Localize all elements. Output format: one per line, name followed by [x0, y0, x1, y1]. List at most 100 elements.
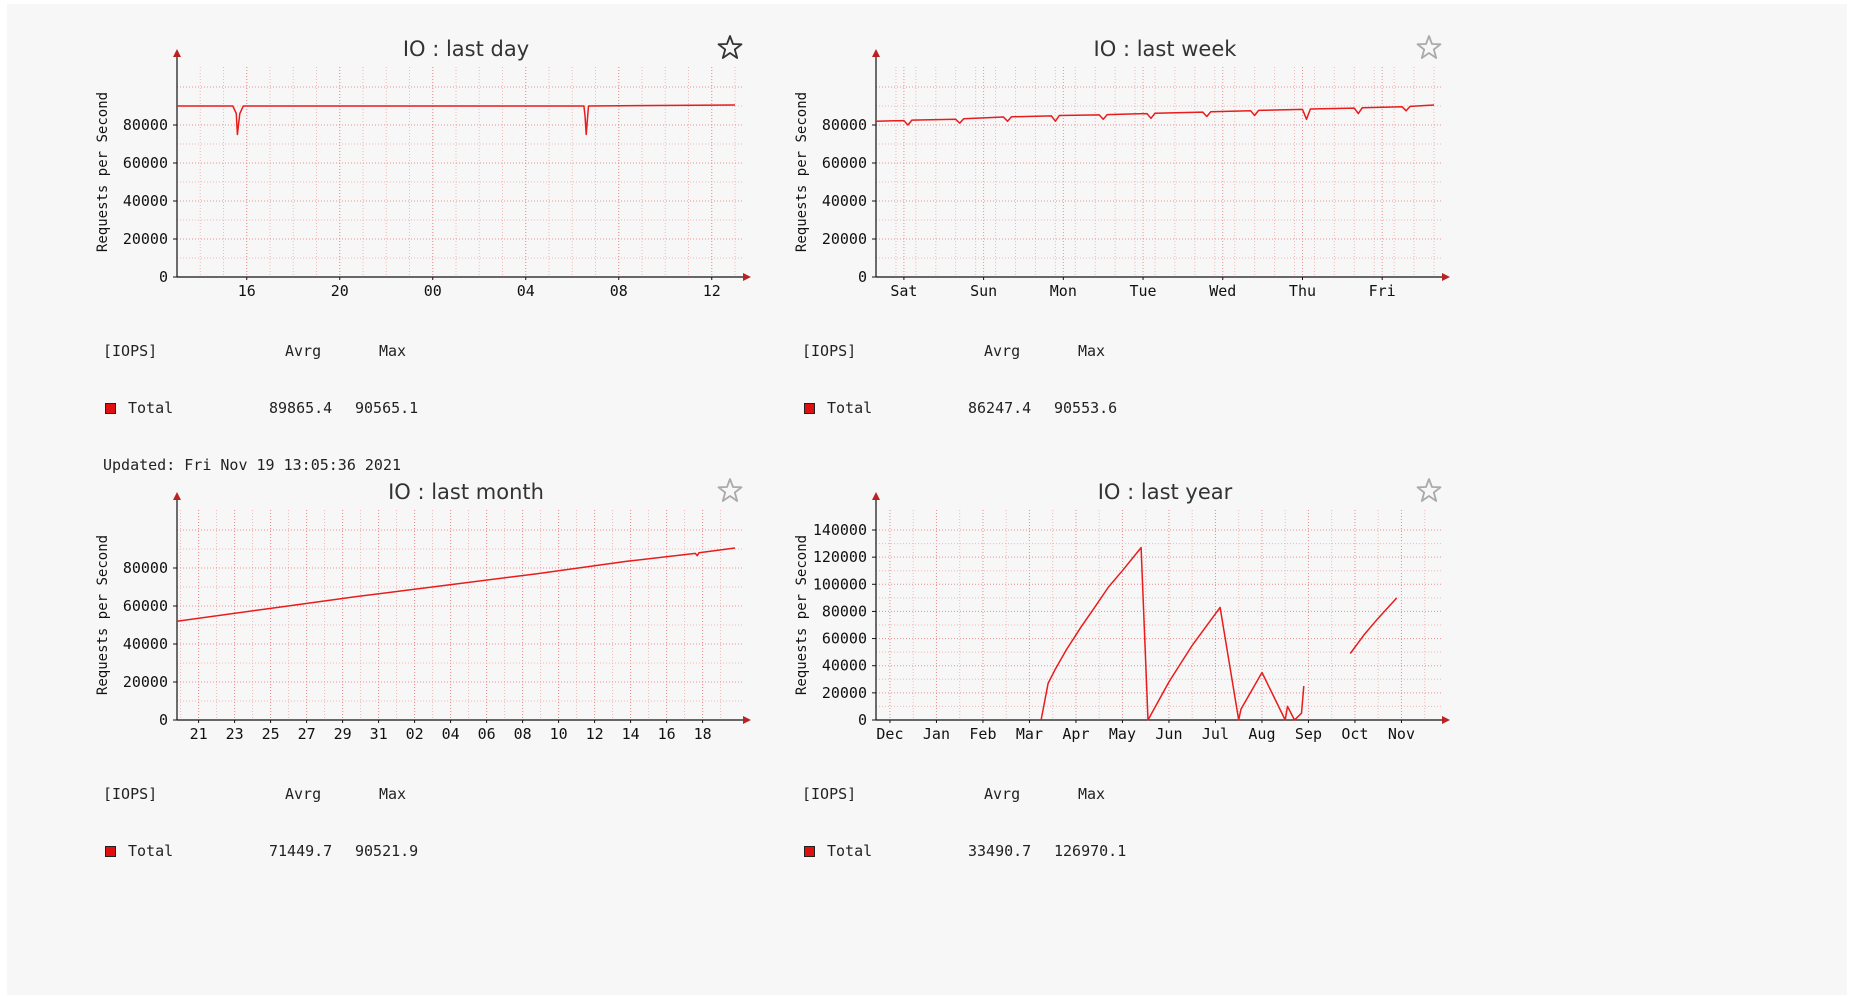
chart-title: IO : last week: [1094, 37, 1238, 61]
chart-io-last-month: IO : last month Requests per Second 0 20000…: [95, 480, 751, 743]
x-tick-label: Aug: [1248, 725, 1275, 743]
x-tick-label: Oct: [1341, 725, 1368, 743]
y-tick-label: 80000: [822, 602, 867, 620]
legend-max-value: 90553.6: [1054, 399, 1118, 417]
legend-avg-value: 86247.4: [968, 399, 1032, 417]
legend-max-value: 90521.9: [355, 842, 419, 860]
x-tick-label: Mon: [1050, 282, 1077, 300]
legend-series-name: Total: [827, 842, 873, 860]
y-tick-label: 60000: [822, 630, 867, 648]
x-tick-label: Sat: [890, 282, 917, 300]
x-tick-label: 20: [331, 282, 349, 300]
graphs-panel: IO : last day Requests per Second 0 20000 40…: [7, 4, 1847, 995]
y-tick-label: 40000: [822, 657, 867, 675]
x-tick-label: 25: [262, 725, 280, 743]
y-tick-label: 20000: [123, 230, 168, 248]
x-tick-label: Jun: [1155, 725, 1182, 743]
grid: [177, 510, 743, 720]
series-line-total: [1040, 546, 1305, 721]
legend-avg-header: Avrg: [285, 342, 322, 360]
legend-swatch: [105, 403, 116, 414]
x-tick-label: 31: [370, 725, 388, 743]
y-tick-label: 80000: [123, 116, 168, 134]
legend: [IOPS] Avrg Max Total 71449.7 90521.9: [103, 747, 603, 899]
y-tick-label: 120000: [813, 548, 867, 566]
legend-max-value: 90565.1: [355, 399, 419, 417]
legend-swatch: [105, 846, 116, 857]
y-tick-label: 40000: [123, 635, 168, 653]
favorite-star-icon[interactable]: [717, 34, 743, 60]
y-axis-arrow: [872, 492, 880, 500]
updated-timestamp: Updated: Fri Nov 19 13:05:36 2021: [103, 456, 402, 474]
x-tick-label: Dec: [876, 725, 903, 743]
x-tick-label: May: [1109, 725, 1136, 743]
legend-max-header: Max: [1078, 785, 1106, 803]
y-axis-label: Requests per Second: [95, 535, 111, 695]
favorite-star-icon[interactable]: [1416, 477, 1442, 503]
y-tick-label: 80000: [123, 559, 168, 577]
y-tick-label: 40000: [123, 192, 168, 210]
x-tick-label: 04: [442, 725, 460, 743]
legend-unit: [IOPS]: [802, 342, 857, 360]
x-tick-label: Mar: [1016, 725, 1043, 743]
legend-avg-header: Avrg: [984, 785, 1021, 803]
grid: [876, 510, 1442, 720]
x-tick-label: 02: [406, 725, 424, 743]
y-tick-label: 60000: [123, 154, 168, 172]
favorite-star-icon[interactable]: [717, 477, 743, 503]
x-tick-label: 04: [517, 282, 535, 300]
y-tick-label: 20000: [123, 673, 168, 691]
x-tick-label: Feb: [969, 725, 996, 743]
x-tick-label: Wed: [1209, 282, 1236, 300]
y-tick-label: 140000: [813, 521, 867, 539]
x-tick-label: 18: [694, 725, 712, 743]
y-axis-arrow: [173, 49, 181, 57]
x-tick-label: Thu: [1289, 282, 1316, 300]
grid: [875, 67, 1442, 277]
x-tick-label: 08: [514, 725, 532, 743]
legend-avg-value: 89865.4: [269, 399, 333, 417]
y-tick-label: 20000: [822, 684, 867, 702]
y-tick-label: 60000: [123, 597, 168, 615]
x-tick-label: Sep: [1295, 725, 1322, 743]
x-axis-arrow: [1442, 273, 1450, 281]
x-axis-arrow: [1442, 716, 1450, 724]
legend: [IOPS] Avrg Max Total 89865.4 90565.1 Up…: [103, 304, 603, 513]
x-tick-label: 16: [238, 282, 256, 300]
y-tick-label: 40000: [822, 192, 867, 210]
y-axis-label: Requests per Second: [95, 92, 111, 252]
y-tick-label: 0: [858, 711, 867, 729]
chart-title: IO : last day: [403, 37, 529, 61]
x-tick-label: 23: [226, 725, 244, 743]
x-tick-label: 00: [424, 282, 442, 300]
series-line-total: [177, 104, 736, 136]
y-tick-label: 0: [159, 711, 168, 729]
x-tick-label: 27: [298, 725, 316, 743]
favorite-star-icon[interactable]: [1416, 34, 1442, 60]
chart-title: IO : last year: [1098, 480, 1233, 504]
legend-swatch: [804, 846, 815, 857]
x-tick-label: 29: [334, 725, 352, 743]
legend-avg-value: 71449.7: [269, 842, 333, 860]
x-tick-label: Tue: [1129, 282, 1156, 300]
y-axis-label: Requests per Second: [794, 535, 810, 695]
legend: [IOPS] Avrg Max Total 86247.4 90553.6: [802, 304, 1302, 456]
grid: [176, 67, 743, 277]
legend-max-header: Max: [379, 785, 407, 803]
legend-max-header: Max: [379, 342, 407, 360]
y-tick-label: 60000: [822, 154, 867, 172]
x-tick-label: 10: [550, 725, 568, 743]
y-tick-label: 0: [858, 268, 867, 286]
legend-avg-header: Avrg: [984, 342, 1021, 360]
chart-io-last-week: IO : last week Requests per Second 0 20000 4…: [794, 37, 1450, 300]
y-axis-arrow: [872, 49, 880, 57]
legend-series-name: Total: [827, 399, 873, 417]
x-tick-label: 16: [658, 725, 676, 743]
y-axis-arrow: [173, 492, 181, 500]
legend-max-header: Max: [1078, 342, 1106, 360]
x-tick-label: Jul: [1202, 725, 1229, 743]
legend-series-name: Total: [128, 842, 174, 860]
x-tick-label: Nov: [1388, 725, 1415, 743]
y-axis-label: Requests per Second: [794, 92, 810, 252]
